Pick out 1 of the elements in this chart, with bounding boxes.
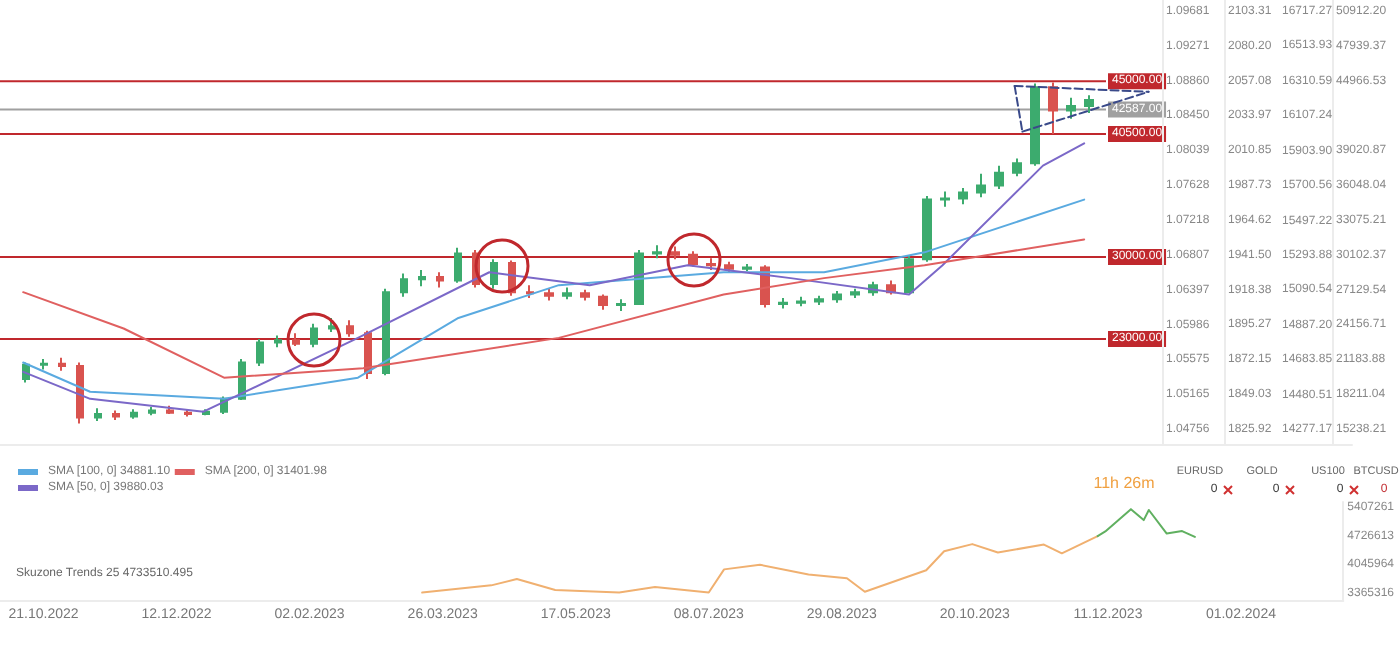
- text: 11h 26m: [1093, 474, 1155, 492]
